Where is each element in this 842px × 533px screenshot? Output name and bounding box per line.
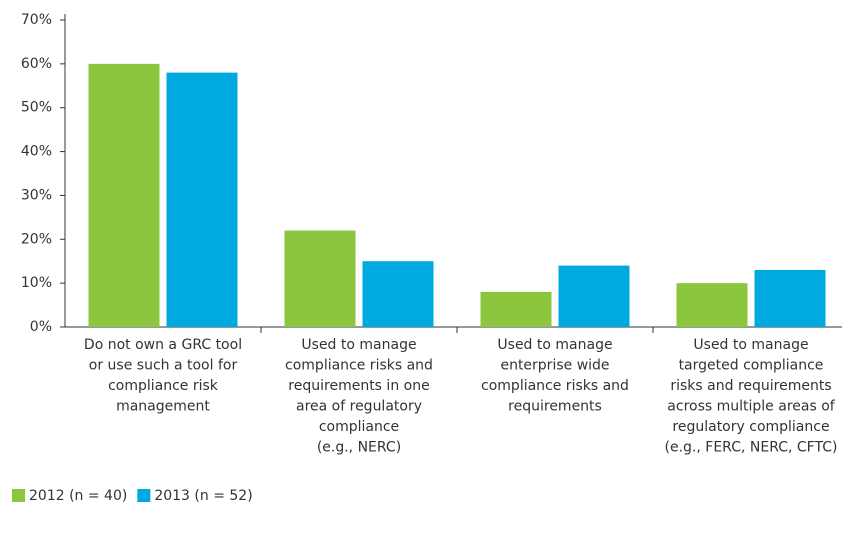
x-tick-label: requirements [508,399,602,415]
x-tick-label: (e.g., NERC) [317,440,401,456]
y-tick-label: 0% [30,319,52,335]
x-tick-label: compliance risks and [481,378,629,394]
x-tick-label: compliance risk [108,378,219,394]
x-tick-label: across multiple areas of [667,399,835,415]
x-tick-label: targeted compliance [679,358,824,374]
y-tick-label: 10% [21,275,52,291]
bar [480,291,552,327]
x-tick-label: (e.g., FERC, NERC, CFTC) [665,440,838,456]
bar [754,269,826,327]
legend-label: 2012 (n = 40) [29,488,127,504]
legend-swatch [12,489,25,502]
y-tick-label: 50% [21,100,52,116]
x-tick-label: Do not own a GRC tool [84,337,242,353]
bar [558,265,630,327]
y-tick-label: 60% [21,56,52,72]
x-tick-label: compliance risks and [285,358,433,374]
bar [166,72,238,327]
x-tick-label: Used to manage [693,337,808,353]
bar [284,230,356,327]
x-tick-label: management [116,399,210,415]
x-tick-label: Used to manage [301,337,416,353]
legend-label: 2013 (n = 52) [154,488,252,504]
legend-swatch [137,489,151,502]
bar [88,63,160,327]
x-tick-label: or use such a tool for [89,358,238,374]
y-tick-label: 40% [21,144,52,160]
y-tick-label: 70% [21,12,52,28]
x-tick-label: enterprise wide [500,358,609,374]
x-tick-label: compliance [319,419,399,435]
y-tick-label: 20% [21,231,52,247]
x-tick-label: area of regulatory [296,399,422,415]
y-tick-label: 30% [21,187,52,203]
bar [362,261,434,327]
x-tick-label: risks and requirements [670,378,831,394]
x-tick-label: requirements in one [288,378,429,394]
x-tick-label: regulatory compliance [672,419,829,435]
bar [676,283,748,327]
x-tick-label: Used to manage [497,337,612,353]
